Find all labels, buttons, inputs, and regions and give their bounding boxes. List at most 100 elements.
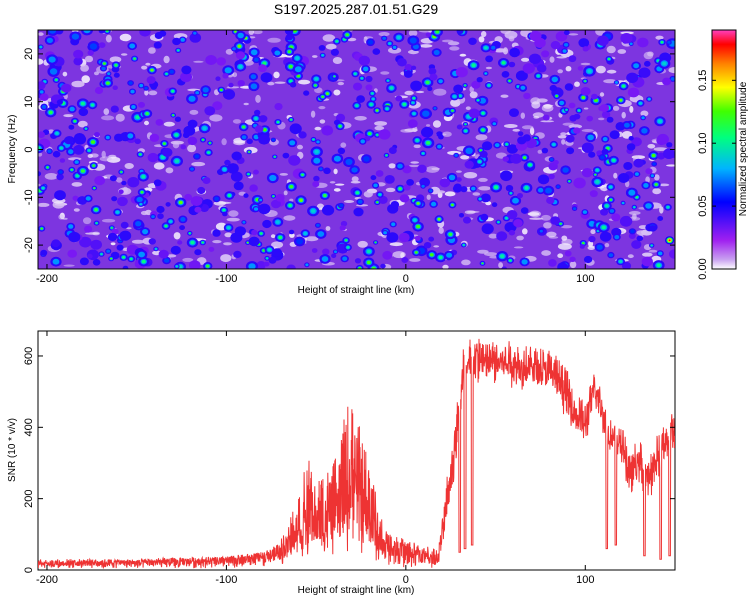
heat-blob xyxy=(595,168,599,172)
heat-blob xyxy=(117,196,128,207)
heat-blob xyxy=(121,180,127,186)
heat-blob xyxy=(92,259,101,266)
heat-blob xyxy=(628,233,636,239)
heat-blob xyxy=(155,248,157,250)
heat-blob xyxy=(408,164,420,168)
heat-blob xyxy=(337,147,346,155)
snr-panel: -200 -100 0 100 0 200 400 600 Height of straig… xyxy=(7,330,676,596)
heat-blob xyxy=(432,120,442,128)
heat-blob xyxy=(48,110,53,115)
heat-blob xyxy=(502,156,509,162)
heat-blob xyxy=(283,215,296,221)
heat-blob xyxy=(296,74,301,78)
heat-blob xyxy=(471,186,476,191)
heat-blob xyxy=(469,86,475,93)
heat-blob xyxy=(358,55,370,66)
heat-blob xyxy=(656,133,670,145)
heat-blob xyxy=(591,93,598,100)
heat-blob xyxy=(609,209,615,213)
heat-blob xyxy=(80,169,85,173)
heat-blob xyxy=(465,147,473,154)
heat-blob xyxy=(39,46,42,48)
heat-blob xyxy=(452,184,463,193)
heat-blob xyxy=(165,167,174,174)
heat-blob xyxy=(409,37,417,44)
y-tick-label: 0 xyxy=(23,567,35,573)
x-tick-label: 100 xyxy=(576,273,594,285)
heat-blob xyxy=(54,190,66,201)
heat-blob xyxy=(172,141,180,149)
heat-blob xyxy=(242,125,246,129)
snr-line xyxy=(38,338,675,570)
heat-blob xyxy=(109,175,117,182)
heat-blob xyxy=(39,90,44,94)
heat-blob xyxy=(322,204,335,216)
heat-blob xyxy=(344,239,348,242)
heat-blob xyxy=(113,72,120,78)
heat-blob xyxy=(631,137,642,147)
heat-blob xyxy=(380,71,390,75)
heat-blob xyxy=(620,33,633,44)
heat-blob xyxy=(397,163,403,169)
heat-blob xyxy=(485,55,493,63)
heat-blob xyxy=(523,92,531,100)
heat-blob xyxy=(632,213,637,220)
heat-blob xyxy=(481,262,484,265)
heat-blob xyxy=(165,202,171,207)
heat-blob xyxy=(92,164,96,167)
heat-blob xyxy=(374,121,388,126)
heat-blob xyxy=(89,43,98,50)
heat-blob xyxy=(272,248,282,257)
heat-blob xyxy=(221,138,227,146)
heat-blob xyxy=(146,76,156,84)
heat-blob xyxy=(85,196,91,201)
heat-blob xyxy=(71,182,83,187)
heat-blob xyxy=(568,180,571,183)
heat-blob xyxy=(366,249,371,254)
heat-blob xyxy=(212,240,222,244)
heat-blob xyxy=(653,147,668,152)
heat-blob xyxy=(606,116,614,123)
heat-blob xyxy=(254,109,261,116)
heat-blob xyxy=(40,249,48,256)
y-tick-label: -20 xyxy=(23,237,35,253)
heat-blob xyxy=(289,185,294,189)
heat-blob xyxy=(105,135,110,140)
heat-blob xyxy=(569,256,576,262)
heat-blob xyxy=(325,43,337,50)
heat-blob xyxy=(522,228,528,235)
heat-blob xyxy=(573,127,581,134)
heat-blob xyxy=(401,257,409,263)
heat-blob xyxy=(385,187,396,193)
heat-blob xyxy=(180,71,193,83)
heat-blob xyxy=(138,251,146,258)
heat-blob xyxy=(169,220,173,223)
heat-blob xyxy=(587,69,592,74)
heat-blob xyxy=(645,168,653,175)
heat-blob xyxy=(639,102,642,105)
heat-blob xyxy=(501,71,510,78)
heat-blob xyxy=(633,206,636,209)
heat-blob xyxy=(55,132,59,135)
heat-blob xyxy=(541,250,551,256)
heat-blob xyxy=(638,67,651,78)
heat-blob xyxy=(602,137,608,142)
y-tick-label: -10 xyxy=(23,189,35,205)
heat-blob xyxy=(346,246,350,249)
heat-blob xyxy=(419,44,433,48)
heat-blob xyxy=(398,232,410,243)
heat-blob xyxy=(321,95,325,99)
heat-blob xyxy=(404,64,413,71)
heat-blob xyxy=(189,109,199,115)
heat-blob xyxy=(321,125,334,136)
heat-blob xyxy=(660,41,664,44)
heat-blob xyxy=(418,30,432,33)
heat-blob xyxy=(508,229,516,236)
heat-blob xyxy=(409,258,421,262)
heat-blob xyxy=(139,203,142,206)
heat-blob xyxy=(156,205,165,214)
heat-blob xyxy=(560,132,567,136)
heat-blob xyxy=(415,90,425,94)
heat-blob xyxy=(343,200,355,203)
